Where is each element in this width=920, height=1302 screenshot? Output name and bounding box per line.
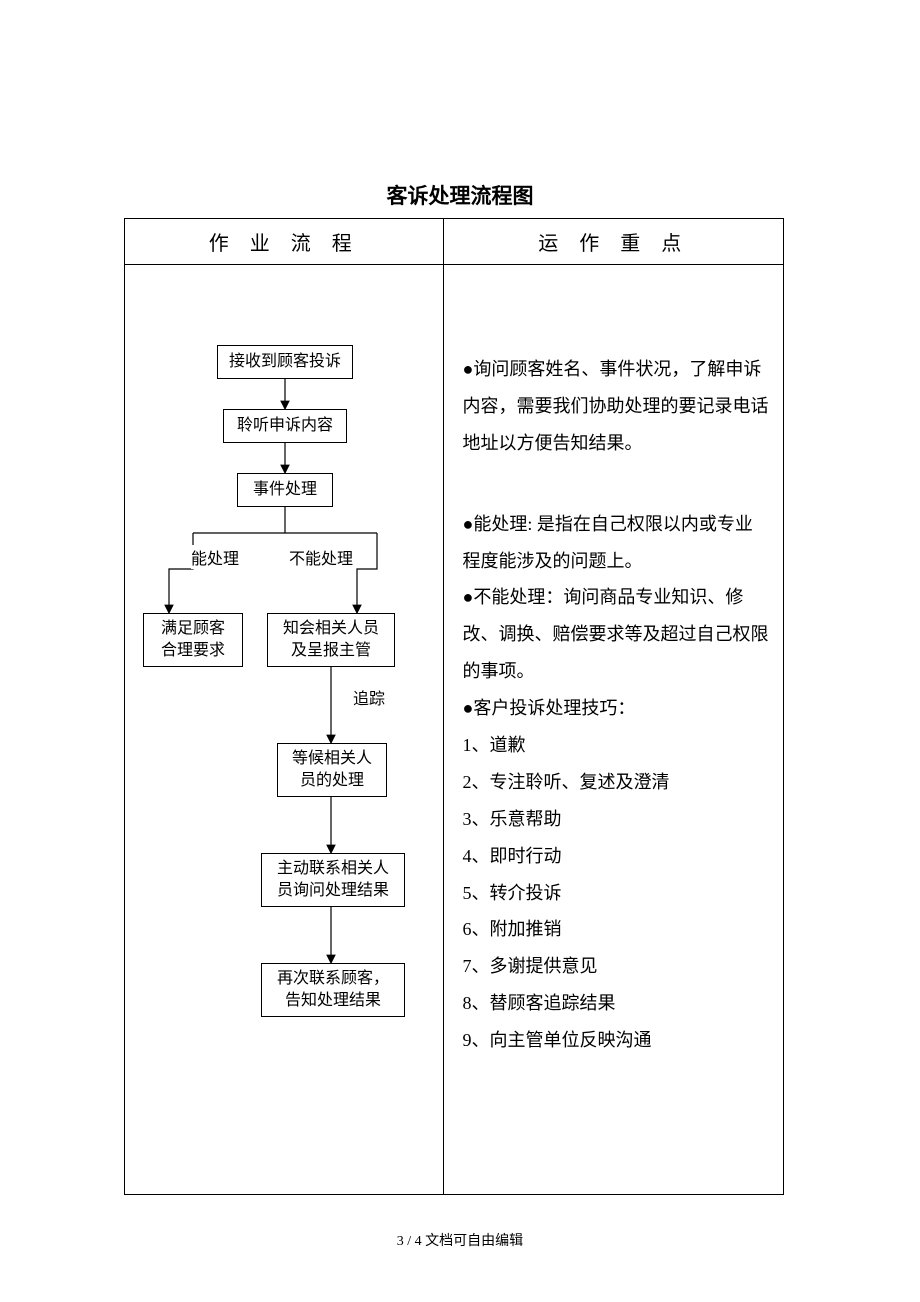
skill-item: 1、道歉: [462, 727, 769, 764]
skill-item: 9、向主管单位反映沟通: [462, 1022, 769, 1059]
flow-node-n7: 主动联系相关人员询问处理结果: [261, 853, 405, 907]
right-p3: ●不能处理：询问商品专业知识、修改、调换、赔偿要求等及超过自己权限的事项。: [462, 579, 769, 690]
right-skills: 1、道歉2、专注聆听、复述及澄清3、乐意帮助4、即时行动5、转介投诉6、附加推销…: [462, 727, 769, 1059]
flow-node-n6: 等候相关人员的处理: [277, 743, 387, 797]
flow-branch-label: 追踪: [353, 685, 385, 709]
right-cell: ●询问顾客姓名、事件状况，了解申诉内容，需要我们协助处理的要记录电话地址以方便告…: [444, 265, 784, 1195]
header-right: 运 作 重 点: [444, 219, 784, 265]
skill-item: 3、乐意帮助: [462, 801, 769, 838]
flow-node-n8: 再次联系顾客，告知处理结果: [261, 963, 405, 1017]
skill-item: 8、替顾客追踪结果: [462, 985, 769, 1022]
page-title: 客诉处理流程图: [0, 180, 920, 210]
flow-branch-label: 能处理: [191, 545, 239, 569]
flow-cell: 接收到顾客投诉聆听申诉内容事件处理满足顾客合理要求知会相关人员及呈报主管等候相关…: [125, 265, 444, 1195]
skill-item: 2、专注聆听、复述及澄清: [462, 764, 769, 801]
skill-item: 6、附加推销: [462, 911, 769, 948]
header-left: 作 业 流 程: [125, 219, 444, 265]
right-p1: ●询问顾客姓名、事件状况，了解申诉内容，需要我们协助处理的要记录电话地址以方便告…: [462, 351, 769, 462]
page-footer: 3 / 4 文档可自由编辑: [0, 1230, 920, 1250]
right-p4-title: ●客户投诉处理技巧：: [462, 690, 769, 727]
flow-node-n3: 事件处理: [237, 473, 333, 507]
flow-branch-label: 不能处理: [289, 545, 353, 569]
skill-item: 4、即时行动: [462, 838, 769, 875]
flow-svg: [125, 265, 445, 1195]
skill-item: 7、多谢提供意见: [462, 948, 769, 985]
skill-item: 5、转介投诉: [462, 875, 769, 912]
flow-node-n1: 接收到顾客投诉: [217, 345, 353, 379]
right-p2: ●能处理: 是指在自己权限以内或专业程度能涉及的问题上。: [462, 506, 769, 580]
flow-node-n4: 满足顾客合理要求: [143, 613, 243, 667]
flow-node-n2: 聆听申诉内容: [223, 409, 347, 443]
flow-node-n5: 知会相关人员及呈报主管: [267, 613, 395, 667]
main-table: 作 业 流 程 运 作 重 点 接收到顾客投诉聆听申诉内容事件处理满足顾客合理要…: [124, 218, 784, 1195]
